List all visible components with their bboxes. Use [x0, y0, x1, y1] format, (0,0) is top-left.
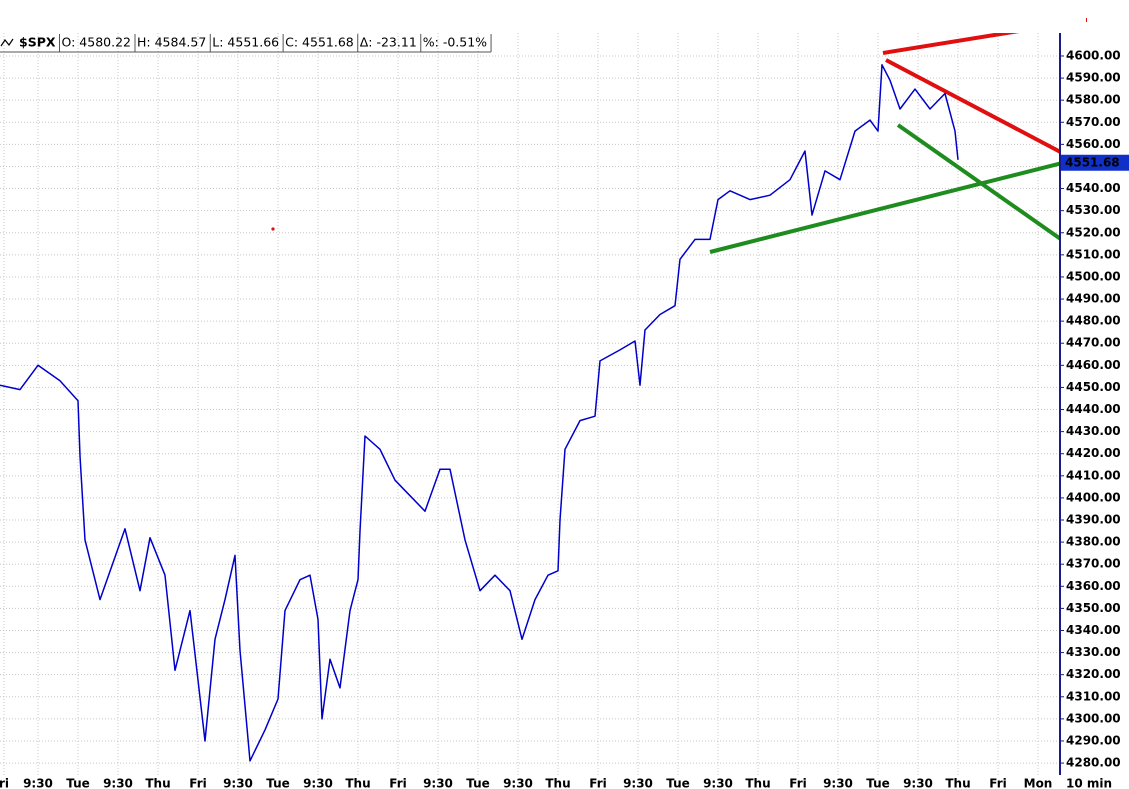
y-tick-label: 4540.00 — [1066, 181, 1121, 195]
header-value: O: 4580.22 — [62, 35, 132, 50]
x-tick-label: Tue — [266, 777, 290, 789]
y-tick-label: 4280.00 — [1066, 756, 1121, 770]
x-tick-label: Tue — [66, 777, 90, 789]
marker-dot — [271, 227, 275, 231]
y-tick-label: 4400.00 — [1066, 490, 1121, 504]
x-tick-label: 9:30 — [223, 777, 253, 789]
y-tick-label: 4570.00 — [1066, 115, 1121, 129]
x-tick-label: Tue — [466, 777, 490, 789]
header: $SPX O: 4580.22 H: 4584.57 L: 4551.66 C: 455… — [0, 34, 492, 53]
y-tick-label: 4390.00 — [1066, 513, 1121, 527]
x-tick-label: Thu — [545, 777, 570, 789]
last-price-box — [1061, 154, 1129, 171]
y-tick-label: 4360.00 — [1066, 579, 1121, 593]
x-tick-label: 9:30 — [703, 777, 733, 789]
plot — [0, 64, 959, 762]
x-tick-label: ri — [0, 777, 9, 789]
y-tick-label: 4600.00 — [1066, 48, 1121, 62]
x-tick-label: Thu — [345, 777, 370, 789]
y-tick-label: 4590.00 — [1066, 71, 1121, 85]
y-tick-label: 4580.00 — [1066, 93, 1121, 107]
y-tick-label: 4500.00 — [1066, 269, 1121, 283]
y-tick-label: 4560.00 — [1066, 137, 1121, 151]
y-tick-label: 4340.00 — [1066, 623, 1121, 637]
y-tick-label: 4310.00 — [1066, 689, 1121, 703]
header-value: L: 4551.66 — [212, 35, 279, 50]
header-value: H: 4584.57 — [137, 35, 206, 50]
y-tick-label: 4480.00 — [1066, 314, 1121, 328]
x-tick-label: 9:30 — [903, 777, 933, 789]
y-tick-label: 4370.00 — [1066, 557, 1121, 571]
y-tick-label: 4490.00 — [1066, 292, 1121, 306]
y-tick-label: 4290.00 — [1066, 733, 1121, 747]
header-value: C: 4551.68 — [285, 35, 354, 50]
trend-lines — [271, 33, 1060, 254]
x-tick-label: 9:30 — [423, 777, 453, 789]
price-line — [0, 64, 959, 762]
y-tick-label: 4410.00 — [1066, 468, 1121, 482]
x-tick-label: Fri — [389, 777, 406, 789]
axes: 4280.00 4290.00 4300.00 4310.00 4320.00 4330.… — [0, 48, 1129, 789]
x-tick-label: Fri — [589, 777, 606, 789]
x-tick-label: Thu — [745, 777, 770, 789]
y-tick-label: 4440.00 — [1066, 402, 1121, 416]
y-tick-label: 4430.00 — [1066, 424, 1121, 438]
x-tick-label: Thu — [945, 777, 970, 789]
x-tick-label: Fri — [789, 777, 806, 789]
x-tick-label: 9:30 — [23, 777, 53, 789]
y-tick-label: 4470.00 — [1066, 336, 1121, 350]
last-price-label: 4551.68 — [1065, 155, 1120, 169]
y-tick-label: 4300.00 — [1066, 711, 1121, 725]
chart-icon — [0, 38, 14, 47]
symbol: $SPX — [19, 35, 56, 50]
y-tick-label: 4510.00 — [1066, 247, 1121, 261]
trend-line — [885, 58, 1060, 154]
x-tick-label: Tue — [666, 777, 690, 789]
x-tick-label: 9:30 — [823, 777, 853, 789]
x-tick-label: Thu — [145, 777, 170, 789]
y-tick-label: 4320.00 — [1066, 667, 1121, 681]
y-tick-label: 4380.00 — [1066, 535, 1121, 549]
x-axis-label: 10 min — [1066, 777, 1112, 789]
y-tick-label: 4330.00 — [1066, 645, 1121, 659]
trend-line — [882, 33, 1020, 55]
y-tick-label: 4530.00 — [1066, 203, 1121, 217]
x-tick-label: 9:30 — [623, 777, 653, 789]
y-tick-label: 4350.00 — [1066, 601, 1121, 615]
header-value: %: -0.51% — [423, 35, 487, 50]
x-tick-label: 9:30 — [303, 777, 333, 789]
trend-line — [709, 161, 1060, 254]
grid — [0, 33, 1060, 775]
x-tick-label: Mon — [1024, 777, 1053, 789]
x-tick-label: Tue — [866, 777, 890, 789]
x-tick-label: Fri — [989, 777, 1006, 789]
x-tick-label: 9:30 — [103, 777, 133, 789]
y-tick-label: 4450.00 — [1066, 380, 1121, 394]
x-tick-label: Fri — [189, 777, 206, 789]
y-tick-label: 4460.00 — [1066, 358, 1121, 372]
y-tick-label: 4520.00 — [1066, 225, 1121, 239]
header-value: Δ: -23.11 — [360, 35, 417, 50]
x-tick-label: 9:30 — [503, 777, 533, 789]
y-tick-label: 4420.00 — [1066, 446, 1121, 460]
